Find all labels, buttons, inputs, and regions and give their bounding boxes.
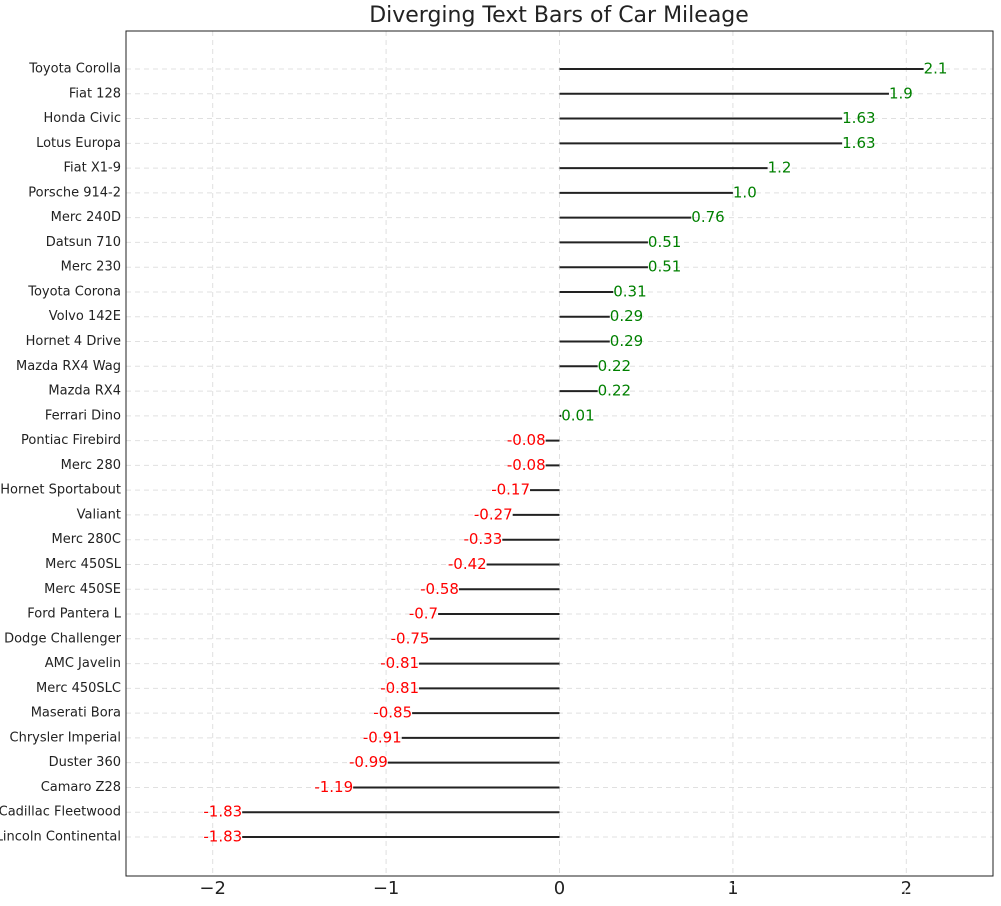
data-label: 0.29 xyxy=(610,307,643,325)
x-tick-label: 1 xyxy=(727,878,738,899)
y-tick-label: Toyota Corona xyxy=(27,284,121,299)
y-tick-label: Datsun 710 xyxy=(46,235,121,250)
y-tick-label: AMC Javelin xyxy=(45,656,121,671)
data-label: 0.22 xyxy=(598,357,631,375)
y-tick-label: Cadillac Fleetwood xyxy=(0,805,121,820)
data-label: -0.08 xyxy=(507,456,546,474)
data-label: -0.99 xyxy=(349,753,388,771)
data-label: 0.22 xyxy=(598,382,631,400)
y-tick-label: Hornet Sportabout xyxy=(0,483,121,498)
data-label: 2.1 xyxy=(924,60,948,78)
x-tick-label: −2 xyxy=(199,878,226,899)
data-label: 0.51 xyxy=(648,258,681,276)
data-label: 1.2 xyxy=(768,159,792,177)
data-label: 0.01 xyxy=(561,406,594,424)
data-label: 0.76 xyxy=(691,208,724,226)
data-label: -0.75 xyxy=(391,629,430,647)
data-label: 0.29 xyxy=(610,332,643,350)
y-tick-label: Merc 450SLC xyxy=(36,681,121,696)
data-label: -0.33 xyxy=(463,530,502,548)
y-tick-label: Merc 450SL xyxy=(45,557,122,572)
y-tick-label: Merc 280 xyxy=(61,458,121,473)
y-tick-label: Valiant xyxy=(77,507,121,522)
y-tick-label: Lotus Europa xyxy=(36,136,121,151)
y-tick-label: Lincoln Continental xyxy=(0,830,121,845)
y-tick-label: Toyota Corolla xyxy=(28,62,121,77)
y-tick-label: Pontiac Firebird xyxy=(21,433,121,448)
data-label: 1.63 xyxy=(842,109,875,127)
data-label: -1.83 xyxy=(203,828,242,846)
data-label: -0.81 xyxy=(380,654,419,672)
x-tick-label: 0 xyxy=(554,878,565,899)
data-label: 1.9 xyxy=(889,84,913,102)
y-tick-label: Hornet 4 Drive xyxy=(26,334,121,349)
data-label: -0.27 xyxy=(474,505,513,523)
y-tick-label: Mazda RX4 xyxy=(48,384,121,399)
y-tick-label: Fiat 128 xyxy=(69,86,121,101)
y-tick-label: Ferrari Dino xyxy=(45,408,121,423)
data-label: -0.08 xyxy=(507,431,546,449)
data-label: 0.31 xyxy=(613,282,646,300)
x-tick-label: −1 xyxy=(373,878,400,899)
y-tick-label: Dodge Challenger xyxy=(4,631,122,646)
y-tick-label: Mazda RX4 Wag xyxy=(16,359,121,374)
y-tick-label: Ford Pantera L xyxy=(27,607,121,622)
y-tick-label: Duster 360 xyxy=(49,755,121,770)
y-tick-label: Porsche 914-2 xyxy=(28,185,121,200)
y-tick-label: Merc 280C xyxy=(52,532,121,547)
data-label: 0.51 xyxy=(648,233,681,251)
data-label: -1.19 xyxy=(314,778,353,796)
y-tick-label: Honda Civic xyxy=(44,111,121,126)
chart-title: Diverging Text Bars of Car Mileage xyxy=(369,3,749,28)
data-label: -0.81 xyxy=(380,679,419,697)
data-label: 1.0 xyxy=(733,183,757,201)
data-label: -0.58 xyxy=(420,580,459,598)
y-tick-label: Merc 240D xyxy=(51,210,121,225)
data-label: -0.85 xyxy=(373,704,412,722)
data-label: -0.42 xyxy=(448,555,487,573)
y-tick-label: Chrysler Imperial xyxy=(10,730,122,745)
plot-frame xyxy=(125,30,994,877)
y-tick-label: Fiat X1-9 xyxy=(64,161,121,176)
y-tick-label: Merc 230 xyxy=(61,260,121,275)
data-label: -1.83 xyxy=(203,803,242,821)
x-tick-label: 2 xyxy=(901,878,912,899)
y-tick-label: Merc 450SE xyxy=(44,582,121,597)
y-tick-label: Camaro Z28 xyxy=(41,780,121,795)
watermark: https://blog.csdn.net/qq_30614345 xyxy=(728,879,991,898)
data-label: -0.91 xyxy=(363,728,402,746)
y-tick-label: Volvo 142E xyxy=(49,309,121,324)
data-label: 1.63 xyxy=(842,134,875,152)
data-label: -0.7 xyxy=(409,605,438,623)
data-label: -0.17 xyxy=(491,481,530,499)
y-tick-label: Maserati Bora xyxy=(31,706,121,721)
